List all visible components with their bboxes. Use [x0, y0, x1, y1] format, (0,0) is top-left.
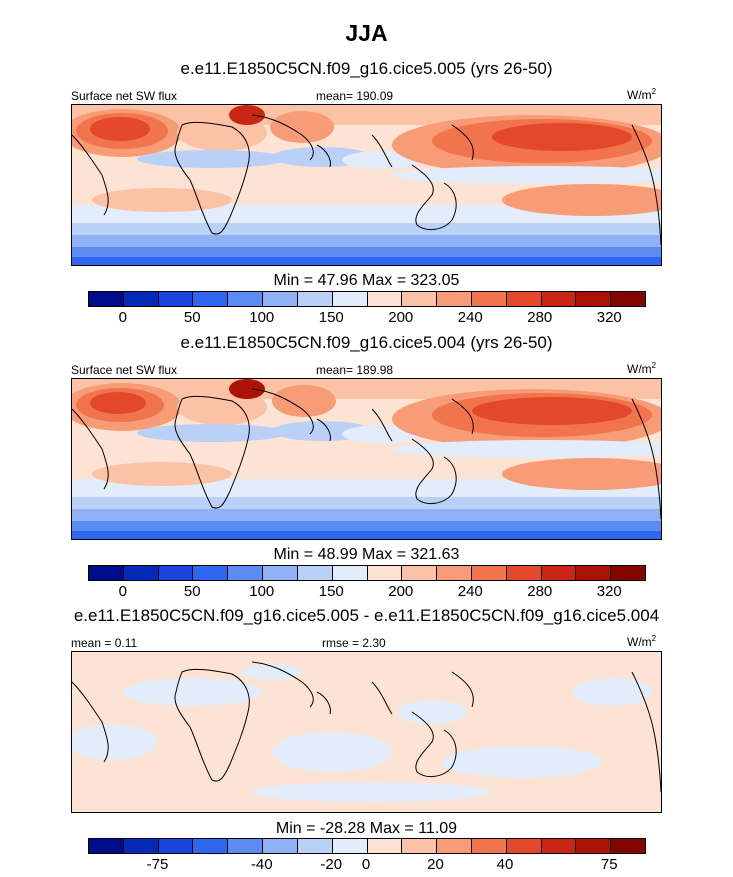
- panel3-colorbar-swatch: [437, 839, 472, 853]
- panel1-colorbar-swatch: [402, 292, 438, 306]
- panel3-colorbar-swatch: [297, 839, 333, 853]
- panel1-case-title: e.e11.E1850C5CN.f09_g16.cice5.005 (yrs 2…: [180, 59, 553, 78]
- panel3-colorbar-tick-label: -40: [250, 856, 273, 873]
- panel1-map-svg: [72, 105, 661, 265]
- panel2-colorbar-swatch: [611, 566, 645, 580]
- panel1-variable-label: Surface net SW flux: [71, 89, 178, 103]
- panel2-colorbar-swatch: [367, 566, 403, 580]
- panel1-colorbar-tick-label: 50: [183, 309, 201, 326]
- panel2-colorbar-swatch: [263, 566, 298, 580]
- panel1-colorbar-tick-label: 200: [388, 309, 414, 326]
- panel3-colorbar-swatch: [611, 839, 645, 853]
- panel1-colorbar-swatch: [193, 292, 229, 306]
- panel2-colorbar-tick-label: 280: [527, 583, 553, 600]
- panel3-rmse-label: rmse = 2.30: [322, 636, 386, 650]
- panel1-colorbar-swatch: [297, 292, 333, 306]
- panel1-colorbar-swatch: [263, 292, 298, 306]
- panel1-colorbar-swatch: [576, 292, 612, 306]
- panel1-colorbar-swatch: [611, 292, 645, 306]
- panel3-colorbar-swatch: [576, 839, 612, 853]
- panel2-colorbar-tick-label: 200: [388, 583, 414, 600]
- panel3-colorbar-tick-label: -20: [320, 856, 343, 873]
- panel2-case-title: e.e11.E1850C5CN.f09_g16.cice5.004 (yrs 2…: [180, 333, 553, 352]
- panel2-colorbar-swatch: [437, 566, 472, 580]
- panel2-colorbar-swatch: [506, 566, 542, 580]
- panel3-colorbar-tick-label: 0: [361, 856, 371, 873]
- panel1-mean-label: mean= 190.09: [316, 89, 394, 103]
- panel3-colorbar-swatch: [506, 839, 542, 853]
- panel3-map: [71, 651, 662, 813]
- panel2-colorbar-swatch: [123, 566, 159, 580]
- panel3-colorbar-swatch: [402, 839, 438, 853]
- panel2-colorbar-swatch: [332, 566, 368, 580]
- panel3-colorbar-swatch: [471, 839, 507, 853]
- panel2-map: [71, 378, 662, 540]
- page-title: JJA: [345, 20, 388, 46]
- panel1-colorbar-swatch: [541, 292, 577, 306]
- panel2-variable-label: Surface net SW flux: [71, 363, 178, 377]
- panel1-colorbar-swatch: [471, 292, 507, 306]
- panel2-colorbar-swatch: [89, 566, 124, 580]
- panel2-colorbar-swatch: [193, 566, 229, 580]
- panel3-colorbar-swatch: [158, 839, 194, 853]
- panel3-colorbar-swatch: [541, 839, 577, 853]
- panel3-colorbar-swatch: [228, 839, 264, 853]
- panel2-colorbar-swatch: [228, 566, 264, 580]
- panel1-colorbar-swatch: [89, 292, 124, 306]
- panel2-colorbar-tick-label: 100: [249, 583, 275, 600]
- panel1-colorbar-swatch: [367, 292, 403, 306]
- panel3-mean-label: mean = 0.11: [71, 636, 138, 650]
- panel2-colorbar-swatch: [541, 566, 577, 580]
- panel2-colorbar-tick-label: 0: [118, 583, 127, 600]
- panel3-colorbar: [88, 838, 646, 854]
- panel2-mean-label: mean= 189.98: [316, 363, 394, 377]
- panel2-colorbar-swatch: [158, 566, 194, 580]
- panel1-minmax: Min = 47.96 Max = 323.05: [273, 272, 460, 289]
- panel2-colorbar-swatch: [297, 566, 333, 580]
- panel3-map-svg: [72, 652, 661, 812]
- panel3-colorbar-swatch: [193, 839, 229, 853]
- panel3-colorbar-tick-label: -75: [146, 856, 169, 873]
- panel3-minmax: Min = -28.28 Max = 11.09: [275, 820, 458, 837]
- panel3-colorbar-swatch: [332, 839, 368, 853]
- panel1-map: [71, 104, 662, 266]
- panel2-map-svg: [72, 379, 661, 539]
- panel1-colorbar-swatch: [506, 292, 542, 306]
- panel1-colorbar: [88, 291, 646, 307]
- panel3-colorbar-swatch: [123, 839, 159, 853]
- panel1-colorbar-tick-label: 320: [596, 309, 622, 326]
- panel2-colorbar-swatch: [576, 566, 612, 580]
- panel3-colorbar-swatch: [367, 839, 403, 853]
- panel2-units-label: W/m2: [627, 361, 657, 376]
- panel1-colorbar-swatch: [228, 292, 264, 306]
- panel2-colorbar-swatch: [402, 566, 438, 580]
- panel1-colorbar-swatch: [123, 292, 159, 306]
- panel2-minmax: Min = 48.99 Max = 321.63: [273, 546, 460, 563]
- panel1-colorbar-tick-label: 150: [318, 309, 344, 326]
- panel3-colorbar-swatch: [263, 839, 298, 853]
- panel2-colorbar-swatch: [471, 566, 507, 580]
- panel2-colorbar-tick-label: 240: [457, 583, 483, 600]
- panel1-colorbar-swatch: [332, 292, 368, 306]
- panel1-colorbar-swatch: [158, 292, 194, 306]
- panel2-colorbar-tick-label: 320: [596, 583, 622, 600]
- panel3-units-label: W/m2: [627, 634, 657, 649]
- panel3-colorbar-tick-label: 75: [600, 856, 618, 873]
- panel1-colorbar-tick-label: 240: [457, 309, 483, 326]
- panel2-colorbar-tick-label: 150: [318, 583, 344, 600]
- panel3-colorbar-swatch: [89, 839, 124, 853]
- panel1-colorbar-tick-label: 100: [249, 309, 275, 326]
- panel1-colorbar-swatch: [437, 292, 472, 306]
- panel1-colorbar-tick-label: 280: [527, 309, 553, 326]
- panel2-colorbar-tick-label: 50: [183, 583, 201, 600]
- panel3-colorbar-tick-label: 20: [427, 856, 444, 873]
- panel3-colorbar-tick-label: 40: [496, 856, 514, 873]
- panel1-colorbar-tick-label: 0: [118, 309, 127, 326]
- panel3-case-title: e.e11.E1850C5CN.f09_g16.cice5.005 - e.e1…: [73, 606, 660, 625]
- panel2-colorbar: [88, 565, 646, 581]
- panel1-units-label: W/m2: [627, 87, 657, 102]
